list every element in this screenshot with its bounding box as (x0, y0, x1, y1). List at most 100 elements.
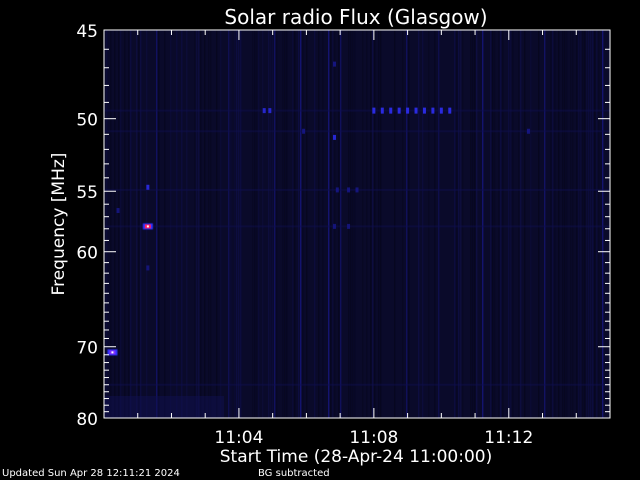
time-streak (114, 30, 116, 418)
emission-spot (333, 223, 337, 229)
time-streak (128, 30, 130, 418)
emission-spot (380, 107, 384, 114)
emission-spot (397, 107, 401, 114)
emission-spot (146, 184, 150, 190)
spectrogram-background (104, 30, 610, 418)
time-streak (558, 30, 560, 418)
x-axis: 11:04 11:08 11:12 (103, 30, 611, 448)
y-tick-label: 60 (76, 244, 98, 264)
time-streak (268, 30, 270, 418)
time-streak (106, 30, 108, 418)
time-streak (220, 30, 222, 418)
time-streak (462, 30, 464, 418)
emission-spot (146, 265, 150, 271)
time-streak (470, 30, 472, 418)
plot-frame (103, 29, 611, 419)
time-streak (472, 30, 474, 418)
x-tick-label: 11:08 (349, 428, 398, 448)
emission-spot (268, 108, 272, 114)
time-streak (258, 30, 260, 418)
time-streak (210, 30, 212, 418)
time-streak (276, 30, 278, 418)
spectrogram-image (104, 30, 610, 418)
emission-spot (448, 107, 452, 114)
time-streak (422, 30, 424, 418)
x-tick-label: 11:04 (214, 428, 263, 448)
time-streak (590, 30, 592, 418)
time-streak (494, 30, 496, 418)
emission-spot (335, 187, 339, 193)
emission-spot (355, 187, 359, 193)
time-streak (524, 30, 526, 418)
time-streak (238, 30, 240, 418)
time-streak (234, 30, 236, 418)
time-streak (294, 30, 296, 418)
time-streak (254, 30, 256, 418)
emission-spot (422, 107, 426, 114)
emission-spot (439, 107, 443, 114)
burst-peak (111, 351, 114, 354)
time-streak (502, 30, 504, 418)
time-streak (564, 30, 566, 418)
time-streak (378, 30, 380, 418)
time-streak (434, 30, 436, 418)
time-streak (194, 30, 196, 418)
time-streak (362, 30, 364, 418)
time-streak (338, 30, 340, 418)
burst-peak (146, 225, 149, 228)
time-streak (118, 30, 120, 418)
time-streak (272, 30, 274, 418)
y-axis-label: Frequency [MHz] (49, 153, 69, 296)
time-streak (438, 30, 440, 418)
time-streak (200, 30, 202, 418)
time-streak (598, 30, 600, 418)
time-streak (498, 30, 500, 418)
time-streak (512, 30, 514, 418)
time-streak (186, 30, 188, 418)
frequency-lane (104, 225, 610, 228)
time-streak (578, 30, 580, 418)
time-streak (262, 30, 264, 418)
emission-spot (389, 107, 393, 114)
time-streak (544, 30, 546, 418)
emission-spot (431, 107, 435, 114)
time-streak (352, 30, 354, 418)
time-streak (228, 30, 230, 418)
time-streak (240, 30, 242, 418)
x-axis-label: Start Time (28-Apr-24 11:00:00) (220, 447, 492, 467)
y-tick-label: 50 (76, 111, 98, 131)
time-streak (158, 30, 160, 418)
y-tick-label: 70 (76, 339, 98, 359)
time-streak (130, 30, 132, 418)
time-streak (322, 30, 324, 418)
time-streak (208, 30, 210, 418)
emission-spot (406, 107, 410, 114)
time-streak (328, 30, 330, 418)
time-streak (554, 30, 556, 418)
time-streak (136, 30, 138, 418)
emission-spot (333, 61, 337, 67)
time-streak (490, 30, 492, 418)
time-streak (256, 30, 258, 418)
time-streak (428, 30, 430, 418)
time-streak (418, 30, 420, 418)
time-streak (216, 30, 218, 418)
time-streak (302, 30, 304, 418)
time-streak (408, 30, 410, 418)
time-streak (350, 30, 352, 418)
time-streak (181, 30, 183, 418)
time-streak (374, 30, 376, 418)
time-streak (562, 30, 564, 418)
time-streak (380, 30, 382, 418)
time-streak (550, 30, 552, 418)
time-streak (274, 30, 276, 418)
time-streak (354, 30, 356, 418)
time-streak (530, 30, 532, 418)
time-streak (460, 30, 462, 418)
time-streak (518, 30, 520, 418)
time-streak (586, 30, 588, 418)
time-streak (332, 30, 334, 418)
low-frequency-band (104, 396, 224, 418)
time-streak (366, 30, 368, 418)
time-streak (300, 30, 302, 418)
